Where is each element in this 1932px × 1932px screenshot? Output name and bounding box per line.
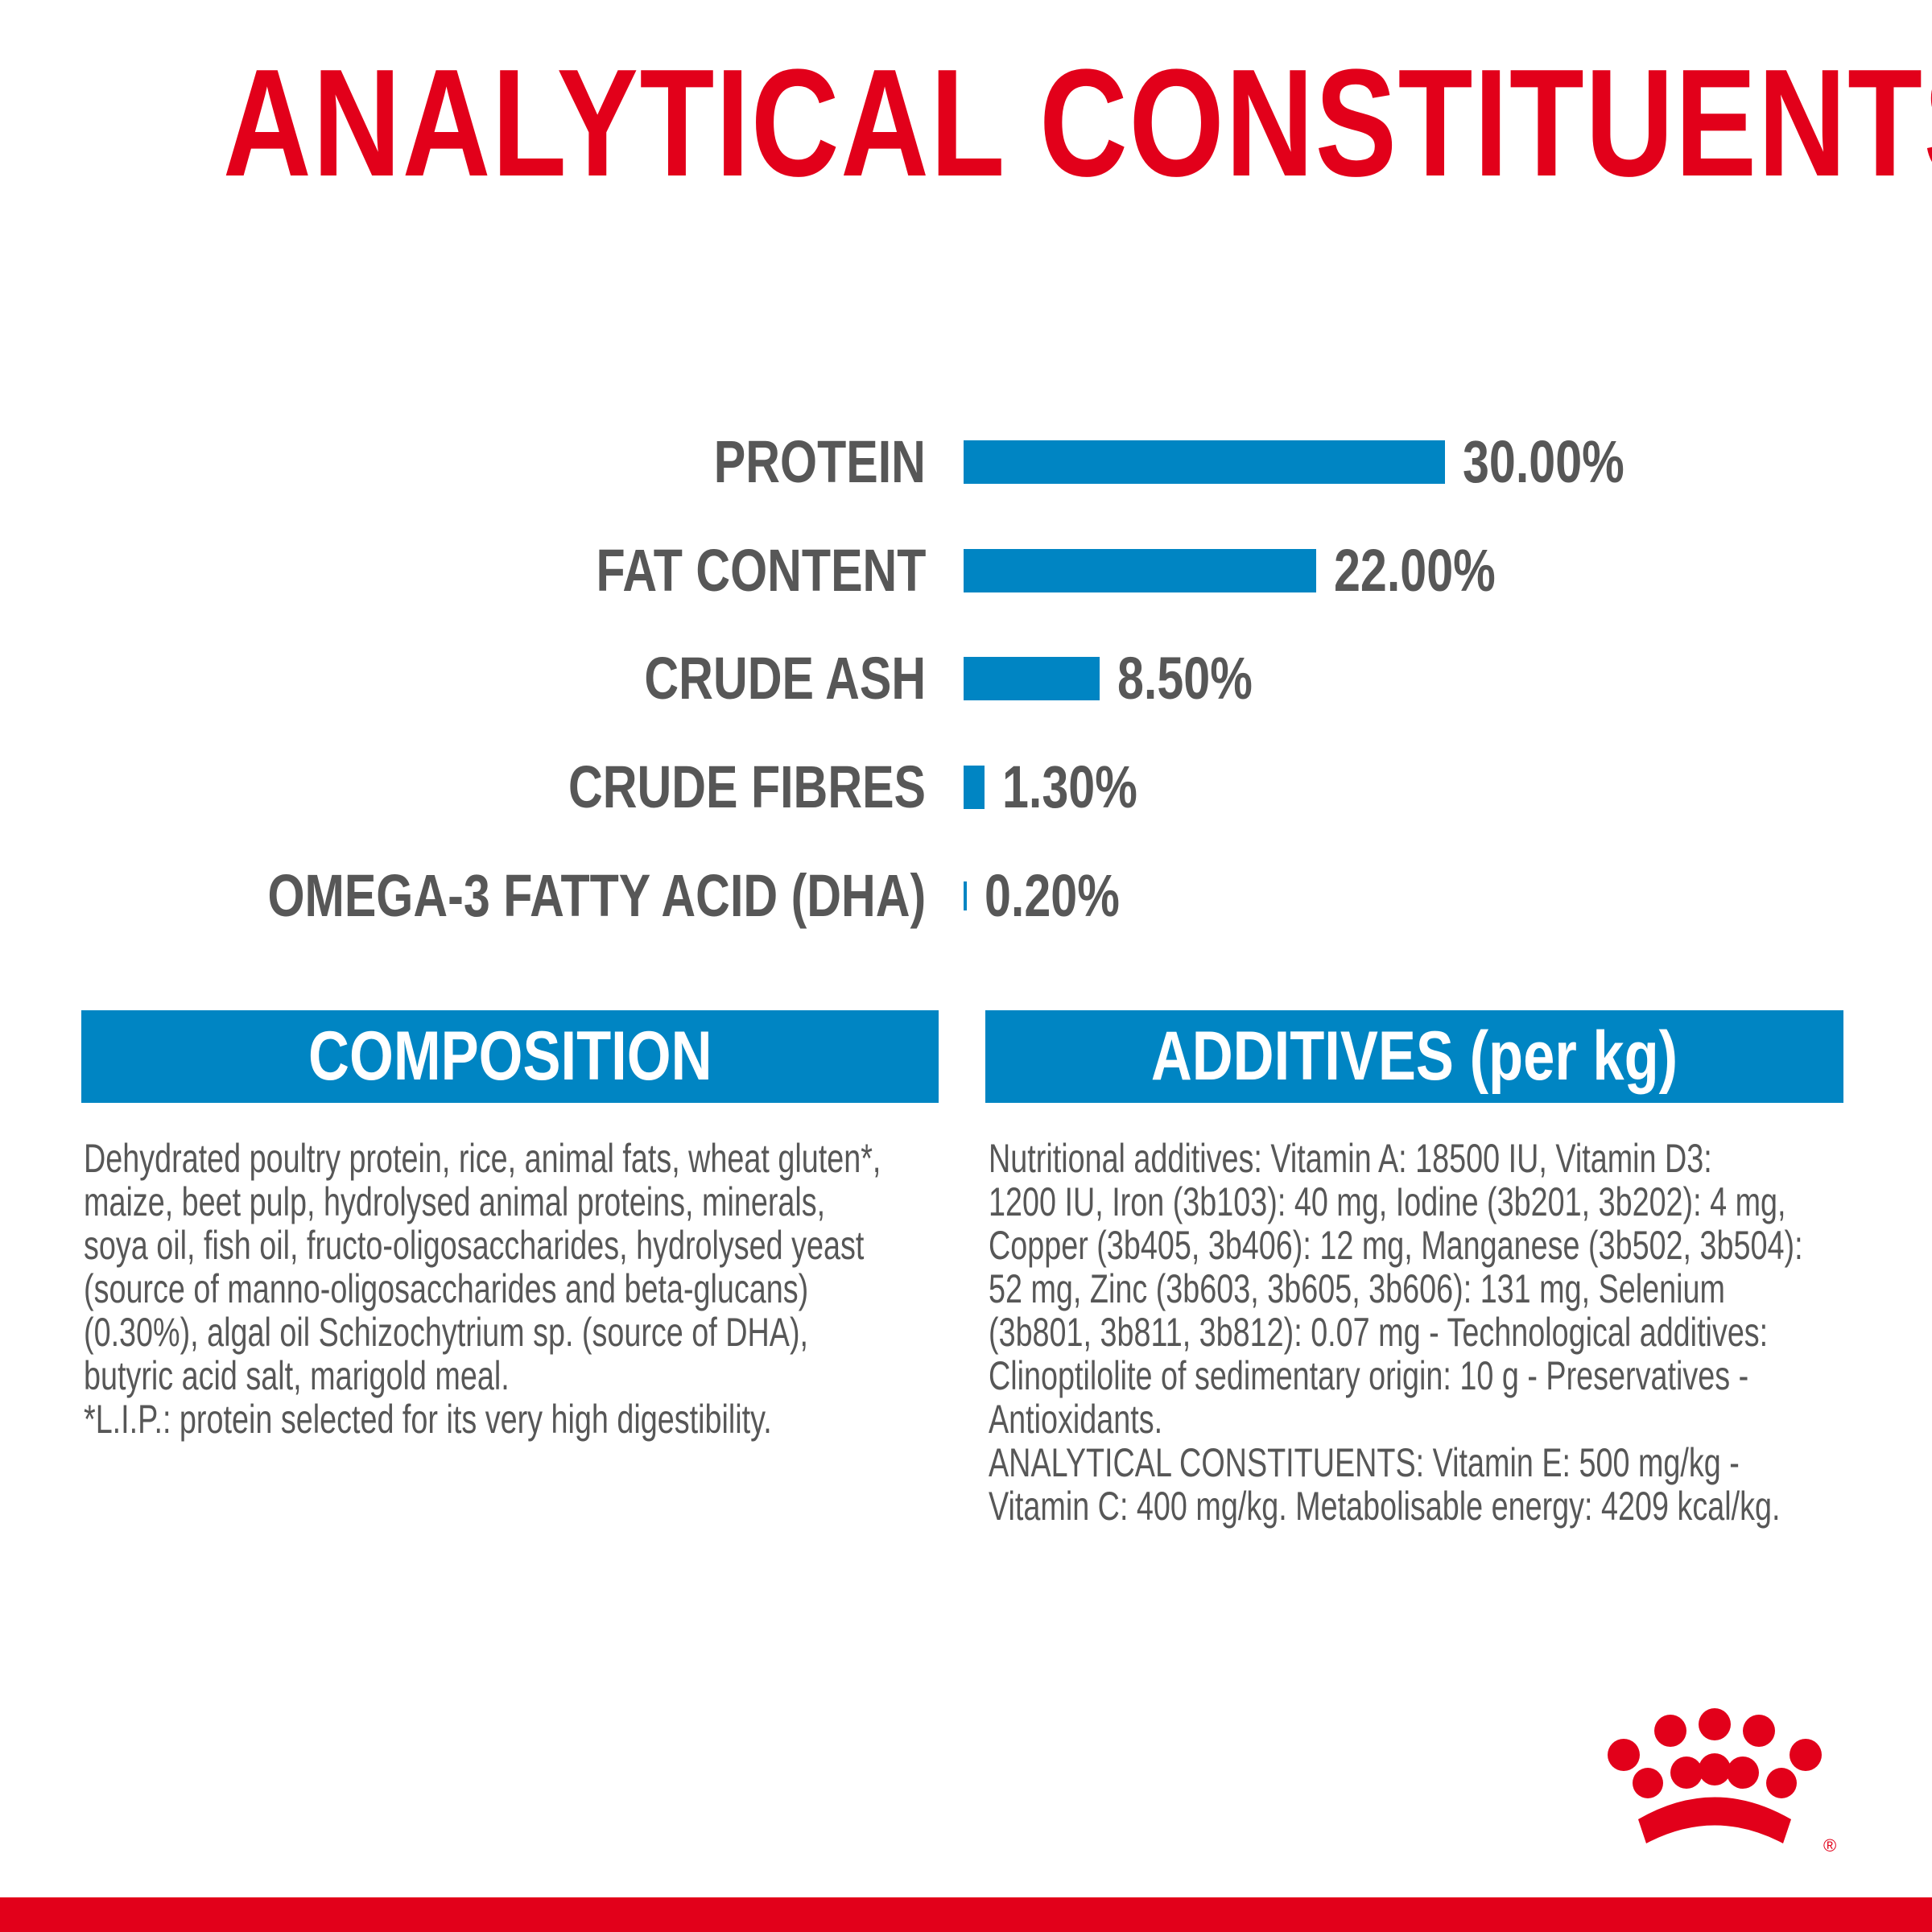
additives-text: Nutritional additives: Vitamin A: 18500 … bbox=[989, 1137, 1932, 1528]
bar bbox=[964, 881, 967, 910]
composition-line: soya oil, fish oil, fructo-oligosacchari… bbox=[84, 1223, 865, 1268]
additives-line: Copper (3b405, 3b406): 12 mg, Manganese … bbox=[989, 1223, 1803, 1268]
bar-value-label: 22.00% bbox=[1334, 537, 1496, 604]
composition-header: COMPOSITION bbox=[81, 1010, 939, 1103]
bar-label: CRUDE ASH bbox=[644, 645, 926, 712]
bar-label: FAT CONTENT bbox=[596, 537, 926, 604]
royal-canin-logo-icon: ® bbox=[1608, 1708, 1836, 1856]
composition-heading: COMPOSITION bbox=[308, 1018, 712, 1095]
composition-line: butyric acid salt, marigold meal. bbox=[84, 1353, 510, 1398]
composition-line: (source of manno-oligosaccharides and be… bbox=[84, 1266, 809, 1311]
additives-header: ADDITIVES (per kg) bbox=[985, 1010, 1843, 1103]
chart-row: OMEGA-3 FATTY ACID (DHA) 0.20% bbox=[0, 864, 1932, 928]
composition-line: Dehydrated poultry protein, rice, animal… bbox=[84, 1136, 881, 1181]
additives-line: 52 mg, Zinc (3b603, 3b605, 3b606): 131 m… bbox=[989, 1266, 1725, 1311]
additives-heading: ADDITIVES (per kg) bbox=[1150, 1018, 1678, 1095]
additives-line: (3b801, 3b811, 3b812): 0.07 mg - Technol… bbox=[989, 1310, 1769, 1355]
composition-text: Dehydrated poultry protein, rice, animal… bbox=[84, 1137, 1140, 1441]
bar-label: OMEGA-3 FATTY ACID (DHA) bbox=[267, 862, 926, 929]
page-title: ANALYTICAL CONSTITUENTS bbox=[0, 47, 1932, 200]
additives-line: 1200 IU, Iron (3b103): 40 mg, Iodine (3b… bbox=[989, 1179, 1786, 1224]
additives-line: ANALYTICAL CONSTITUENTS: Vitamin E: 500 … bbox=[989, 1440, 1740, 1485]
bar-label: CRUDE FIBRES bbox=[568, 753, 926, 820]
bar bbox=[964, 766, 985, 809]
bar bbox=[964, 549, 1317, 592]
composition-line: *L.I.P.: protein selected for its very h… bbox=[84, 1397, 772, 1442]
chart-row: PROTEIN 30.00% bbox=[0, 430, 1932, 494]
footer-red-bar bbox=[0, 1897, 1932, 1932]
bar-value-label: 8.50% bbox=[1117, 645, 1253, 712]
additives-line: Nutritional additives: Vitamin A: 18500 … bbox=[989, 1136, 1712, 1181]
bar-label: PROTEIN bbox=[713, 428, 926, 495]
bar-value-label: 1.30% bbox=[1001, 753, 1137, 820]
additives-line: Clinoptilolite of sedimentary origin: 10… bbox=[989, 1353, 1749, 1398]
registered-mark: ® bbox=[1823, 1835, 1836, 1856]
bar bbox=[964, 657, 1100, 700]
bar-value-label: 0.20% bbox=[985, 862, 1120, 929]
additives-line: Vitamin C: 400 mg/kg. Metabolisable ener… bbox=[989, 1484, 1781, 1529]
bar bbox=[964, 440, 1445, 484]
chart-row: CRUDE ASH 8.50% bbox=[0, 646, 1932, 711]
page-title-text: ANALYTICAL CONSTITUENTS bbox=[222, 38, 1932, 208]
chart-row: CRUDE FIBRES 1.30% bbox=[0, 755, 1932, 819]
composition-line: (0.30%), algal oil Schizochytrium sp. (s… bbox=[84, 1310, 809, 1355]
additives-line: Antioxidants. bbox=[989, 1397, 1163, 1442]
composition-line: maize, beet pulp, hydrolysed animal prot… bbox=[84, 1179, 826, 1224]
bar-value-label: 30.00% bbox=[1462, 428, 1624, 495]
chart-row: FAT CONTENT 22.00% bbox=[0, 539, 1932, 603]
